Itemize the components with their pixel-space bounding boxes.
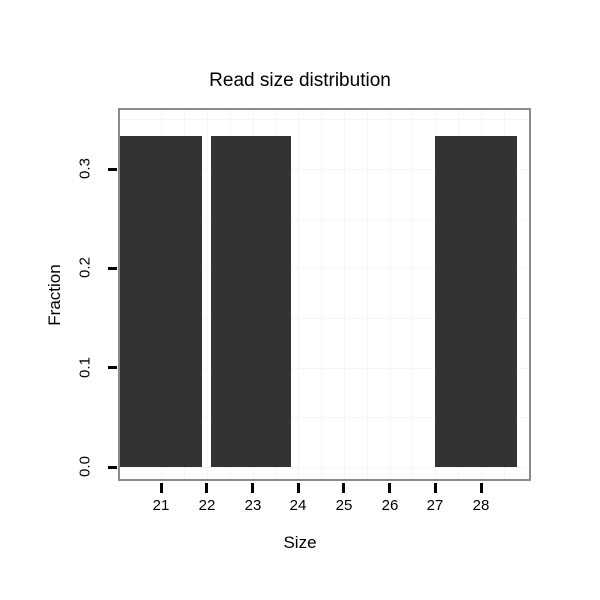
y-axis-tick-label: 0.3: [76, 158, 94, 179]
gridline-horizontal-minor: [120, 219, 529, 220]
x-axis-tick-label: 23: [244, 497, 262, 514]
gridline-horizontal: [120, 467, 529, 468]
chart-title: Read size distribution: [209, 70, 391, 91]
bar: [211, 136, 291, 467]
x-axis-tick-label: 26: [381, 497, 399, 514]
bar: [120, 136, 202, 467]
x-axis-tick-mark: [297, 483, 300, 493]
y-axis-tick-mark: [108, 168, 117, 171]
y-axis-tick-label: 0.2: [76, 257, 94, 278]
x-axis-tick-mark: [251, 483, 254, 493]
bar: [435, 136, 517, 467]
gridline-vertical: [207, 110, 208, 479]
gridline-vertical-minor: [412, 110, 413, 479]
plot-area: [120, 110, 529, 479]
gridline-horizontal-minor: [120, 119, 529, 120]
x-axis-tick-mark: [205, 483, 208, 493]
gridline-vertical: [298, 110, 299, 479]
gridline-vertical-minor: [321, 110, 322, 479]
x-axis-tick-label: 21: [152, 497, 170, 514]
x-axis-tick-mark: [434, 483, 437, 493]
x-axis-tick-label: 25: [335, 497, 353, 514]
plot-panel: [118, 108, 531, 481]
x-axis-tick-mark: [388, 483, 391, 493]
x-axis-tick-label: 27: [426, 497, 444, 514]
y-axis-tick-label: 0.1: [76, 357, 94, 378]
x-axis-tick-label: 22: [198, 497, 216, 514]
y-axis-tick-mark: [108, 466, 117, 469]
gridline-vertical: [344, 110, 345, 479]
gridline-horizontal: [120, 169, 529, 170]
gridline-vertical: [390, 110, 391, 479]
gridline-horizontal-minor: [120, 417, 529, 418]
y-axis-tick-mark: [108, 366, 117, 369]
y-axis-tick-mark: [108, 267, 117, 270]
x-axis-tick-mark: [342, 483, 345, 493]
x-axis-tick-label: 24: [289, 497, 307, 514]
x-axis-tick-mark: [160, 483, 163, 493]
x-axis-tick-mark: [480, 483, 483, 493]
y-axis-tick-label: 0.0: [76, 456, 94, 477]
x-axis-tick-label: 28: [472, 497, 490, 514]
gridline-vertical-minor: [367, 110, 368, 479]
gridline-horizontal: [120, 268, 529, 269]
gridline-horizontal: [120, 368, 529, 369]
gridline-horizontal-minor: [120, 318, 529, 319]
y-axis-label: Fraction: [45, 264, 64, 326]
x-axis-label: Size: [283, 533, 317, 552]
